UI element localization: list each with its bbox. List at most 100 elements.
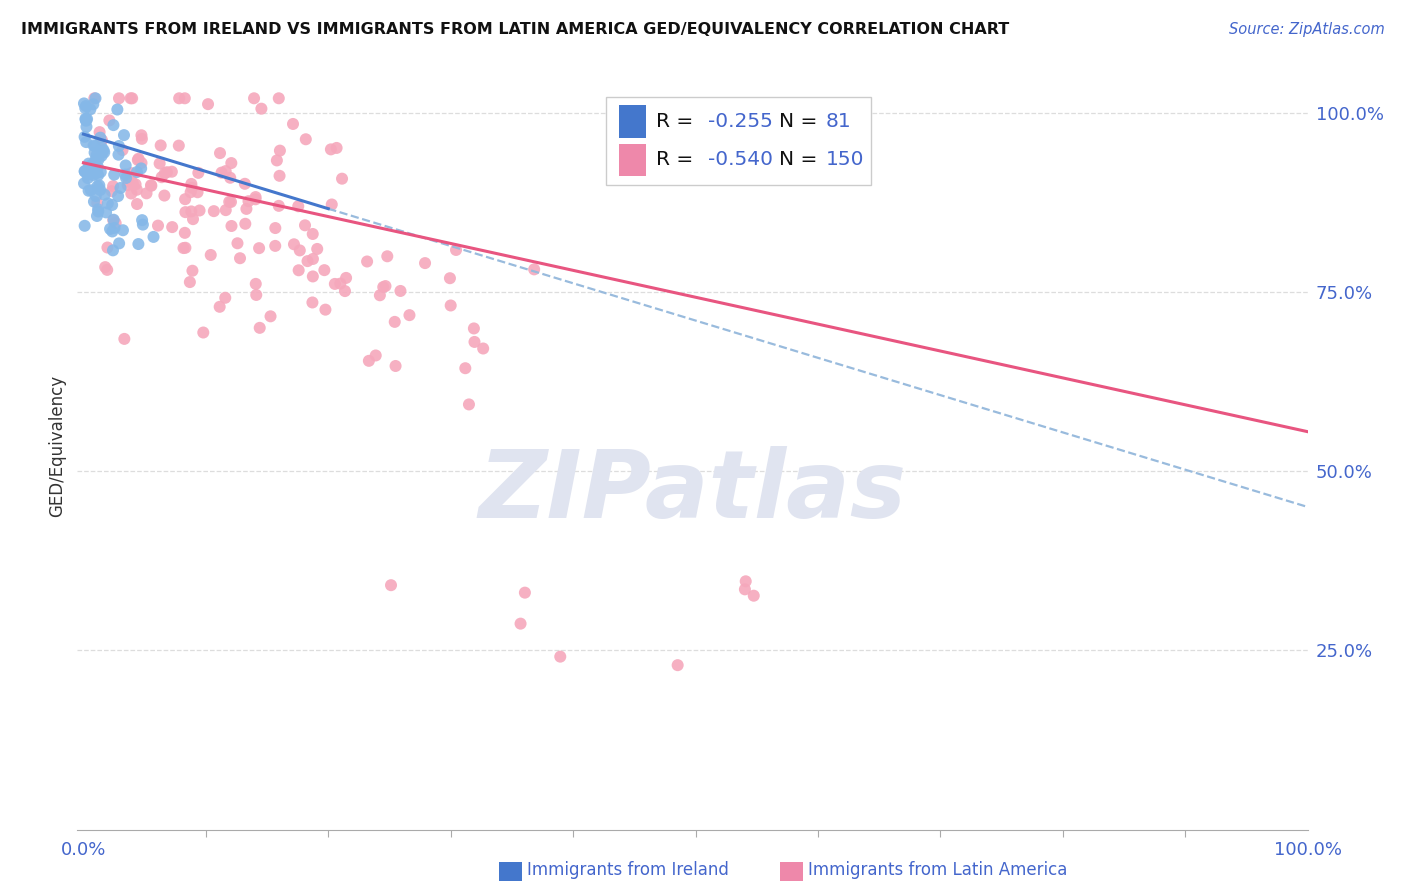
Point: [208, 146, 231, 161]
Point: [86, 209, 108, 223]
Point: [734, 574, 756, 589]
Point: [197, 97, 219, 112]
Point: [267, 199, 290, 213]
Point: [302, 269, 325, 284]
Point: [187, 166, 209, 180]
Point: [86, 148, 108, 162]
Point: [127, 153, 149, 167]
Point: [233, 177, 256, 191]
Point: [89, 183, 111, 197]
Point: [153, 166, 176, 180]
Point: [75, 99, 97, 113]
Point: [398, 308, 420, 322]
Point: [87, 204, 110, 219]
Point: [245, 277, 267, 291]
Point: [294, 132, 316, 146]
Point: [101, 198, 124, 212]
Point: [173, 91, 195, 105]
Point: [94, 205, 117, 219]
Point: [94, 260, 117, 274]
Point: [513, 585, 536, 599]
Point: [463, 321, 485, 335]
Point: [160, 220, 183, 235]
Point: [80, 163, 103, 178]
Point: [91, 145, 114, 159]
Point: [247, 241, 270, 255]
Point: [323, 277, 346, 291]
Point: [111, 143, 134, 157]
Point: [266, 153, 288, 168]
Point: [77, 168, 100, 182]
Point: [439, 271, 461, 285]
Point: [319, 142, 342, 156]
Point: [131, 156, 153, 170]
Text: 81: 81: [825, 112, 851, 131]
Point: [368, 288, 391, 302]
Text: R =: R =: [655, 112, 699, 131]
Point: [96, 263, 118, 277]
Point: [79, 159, 101, 173]
Point: [83, 145, 105, 160]
Point: [734, 582, 756, 597]
Point: [132, 218, 155, 232]
Point: [131, 128, 153, 143]
Point: [380, 578, 402, 592]
Point: [83, 91, 105, 105]
Point: [103, 168, 125, 182]
Point: [105, 103, 128, 117]
Point: [90, 140, 112, 154]
Point: [202, 204, 225, 219]
Point: [384, 359, 406, 373]
Text: IMMIGRANTS FROM IRELAND VS IMMIGRANTS FROM LATIN AMERICA GED/EQUIVALENCY CORRELA: IMMIGRANTS FROM IRELAND VS IMMIGRANTS FR…: [21, 22, 1010, 37]
Point: [128, 152, 150, 166]
Point: [314, 302, 336, 317]
Point: [374, 279, 396, 293]
Point: [89, 178, 111, 193]
Point: [267, 91, 290, 105]
Text: Source: ZipAtlas.com: Source: ZipAtlas.com: [1229, 22, 1385, 37]
Point: [90, 149, 112, 163]
Text: N =: N =: [779, 112, 824, 131]
Point: [283, 237, 305, 252]
Point: [87, 202, 110, 217]
Point: [139, 178, 162, 193]
Point: [229, 251, 252, 265]
Point: [243, 91, 266, 105]
Point: [124, 178, 146, 192]
Point: [96, 240, 118, 254]
Point: [180, 177, 202, 191]
Point: [167, 91, 190, 105]
Point: [173, 241, 195, 255]
Point: [108, 91, 131, 105]
Point: [75, 101, 97, 115]
Point: [215, 203, 238, 218]
Point: [76, 162, 98, 177]
Point: [75, 112, 97, 126]
Point: [214, 291, 236, 305]
Point: [135, 186, 157, 201]
Point: [181, 264, 204, 278]
Point: [330, 171, 353, 186]
Text: -0.540: -0.540: [709, 151, 773, 169]
Point: [110, 181, 132, 195]
Point: [84, 139, 107, 153]
Point: [125, 183, 148, 197]
Point: [325, 141, 347, 155]
Point: [75, 120, 97, 134]
Point: [269, 169, 291, 183]
Point: [389, 284, 412, 298]
Point: [120, 166, 142, 180]
Point: [548, 649, 571, 664]
Point: [129, 161, 152, 176]
Point: [101, 224, 124, 238]
Point: [264, 221, 287, 235]
Point: [250, 102, 273, 116]
Point: [117, 178, 139, 193]
Point: [98, 222, 121, 236]
Point: [523, 262, 546, 277]
Point: [288, 244, 311, 258]
Point: [93, 187, 115, 202]
Point: [80, 183, 103, 197]
Y-axis label: GED/Equivalency: GED/Equivalency: [48, 375, 66, 517]
Point: [101, 179, 124, 194]
